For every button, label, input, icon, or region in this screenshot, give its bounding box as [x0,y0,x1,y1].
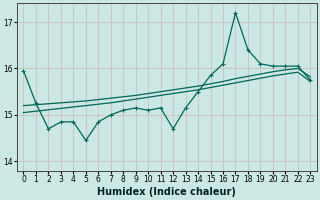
X-axis label: Humidex (Indice chaleur): Humidex (Indice chaleur) [98,187,236,197]
